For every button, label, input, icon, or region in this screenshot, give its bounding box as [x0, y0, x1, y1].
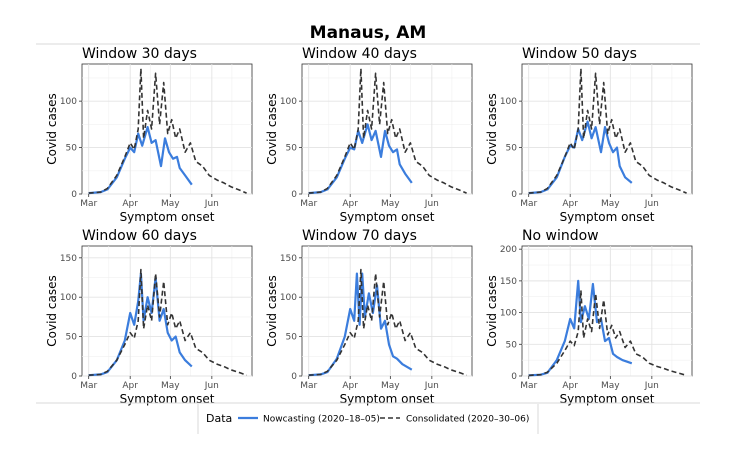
x-tick-label: Mar [300, 381, 317, 391]
y-tick-label: 0 [511, 190, 517, 200]
y-axis-label: Covid cases [45, 93, 59, 164]
y-axis-label: Covid cases [45, 275, 59, 346]
panel-2: 0 50 100 Mar Apr May Jun Window 40 days Symptom … [265, 46, 473, 224]
y-tick-label: 150 [500, 277, 517, 287]
series-line-nowcasting [528, 120, 633, 195]
x-tick-label: Apr [122, 381, 138, 391]
plot-area [521, 245, 693, 377]
x-tick-label: Jun [644, 381, 659, 391]
x-tick-label: Apr [122, 199, 138, 209]
y-axis-label: Covid cases [485, 93, 499, 164]
panel-4: 0 50 100 150 Mar Apr May Jun Window 60 days Sympt… [45, 228, 253, 406]
y-tick-label: 100 [500, 97, 517, 107]
y-axis-label: Covid cases [485, 275, 499, 346]
y-tick-label: 200 [500, 245, 517, 255]
y-tick-label: 100 [60, 293, 77, 303]
x-tick-label: May [161, 199, 180, 209]
panel-title: No window [522, 228, 599, 244]
y-tick-label: 100 [500, 309, 517, 319]
x-tick-label: Jun [204, 199, 219, 209]
x-tick-label: Jun [424, 381, 439, 391]
y-tick-label: 50 [506, 144, 518, 154]
x-axis-label: Symptom onset [560, 392, 655, 406]
panels: 0 50 100 Mar Apr May Jun Window 30 days Symptom … [45, 46, 693, 406]
x-axis-label: Symptom onset [340, 210, 435, 224]
panel-1: 0 50 100 Mar Apr May Jun Window 30 days Symptom … [45, 46, 253, 224]
x-axis-label: Symptom onset [340, 392, 435, 406]
x-tick-label: Apr [342, 199, 358, 209]
x-tick-label: Mar [80, 381, 97, 391]
y-tick-label: 50 [66, 333, 78, 343]
y-tick-label: 0 [291, 190, 297, 200]
y-tick-label: 50 [286, 144, 298, 154]
x-tick-label: Apr [562, 381, 578, 391]
x-tick-label: May [381, 381, 400, 391]
series-line-consolidated [528, 289, 687, 377]
x-tick-label: Mar [300, 199, 317, 209]
panel-title: Window 40 days [302, 46, 417, 62]
y-tick-label: 100 [280, 97, 297, 107]
x-axis-label: Symptom onset [560, 210, 655, 224]
legend: Data Nowcasting (2020–18–05) Consolidate… [36, 402, 700, 434]
series-line-consolidated [308, 67, 467, 194]
series-line-consolidated [88, 67, 247, 194]
x-tick-label: Apr [342, 381, 358, 391]
x-tick-label: Mar [520, 199, 537, 209]
y-tick-label: 100 [280, 293, 297, 303]
series-line-nowcasting [528, 279, 633, 377]
panel-title: Window 60 days [82, 228, 197, 244]
y-axis-label: Covid cases [265, 275, 279, 346]
y-tick-label: 0 [71, 372, 77, 382]
panel-title: Window 50 days [522, 46, 637, 62]
y-tick-label: 50 [66, 144, 78, 154]
x-tick-label: Jun [204, 381, 219, 391]
x-tick-label: Jun [644, 199, 659, 209]
x-axis-label: Symptom onset [120, 392, 215, 406]
y-tick-label: 50 [286, 333, 298, 343]
panel-3: 0 50 100 Mar Apr May Jun Window 50 days Symptom … [485, 46, 693, 224]
x-axis-label: Symptom onset [120, 210, 215, 224]
y-tick-label: 0 [291, 372, 297, 382]
y-tick-label: 50 [506, 340, 518, 350]
x-tick-label: May [601, 381, 620, 391]
panel-5: 0 50 100 150 Mar Apr May Jun Window 70 days Sympt… [265, 228, 473, 406]
y-tick-label: 150 [280, 254, 297, 264]
y-tick-label: 0 [71, 190, 77, 200]
panel-6: 0 50 100 150 200 Mar Apr May Jun No window Symptom… [485, 228, 693, 406]
x-tick-label: Mar [520, 381, 537, 391]
series-line-consolidated [308, 268, 467, 376]
x-tick-label: Mar [80, 199, 97, 209]
series-line-consolidated [528, 67, 687, 194]
legend-title: Data [206, 412, 232, 425]
legend-label-consolidated: Consolidated (2020–30–06) [406, 415, 529, 425]
y-axis-label: Covid cases [265, 93, 279, 164]
panel-title: Window 30 days [82, 46, 197, 62]
series-line-consolidated [88, 268, 247, 376]
y-tick-label: 150 [60, 254, 77, 264]
x-tick-label: Jun [424, 199, 439, 209]
panel-title: Window 70 days [302, 228, 417, 244]
legend-label-nowcasting: Nowcasting (2020–18–05) [263, 415, 380, 425]
x-tick-label: May [381, 199, 400, 209]
y-tick-label: 100 [60, 97, 77, 107]
series-line-nowcasting [88, 126, 193, 195]
x-tick-label: Apr [562, 199, 578, 209]
x-tick-label: May [161, 381, 180, 391]
series-line-nowcasting [308, 123, 413, 195]
x-tick-label: May [601, 199, 620, 209]
figure-title: Manaus, AM [310, 23, 427, 43]
y-tick-label: 0 [511, 372, 517, 382]
